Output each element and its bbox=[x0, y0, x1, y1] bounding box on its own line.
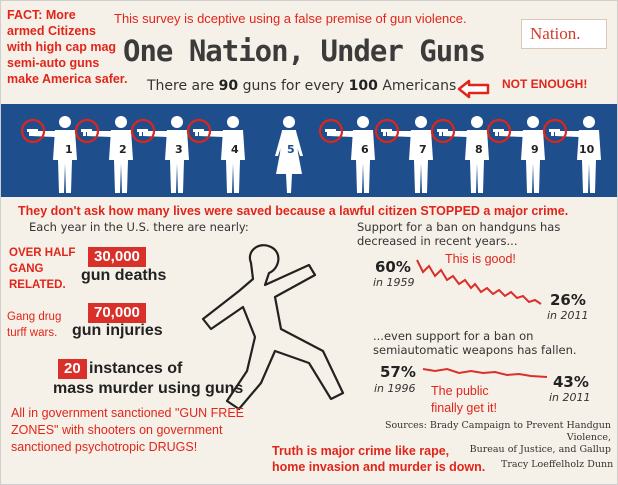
note-line: All in government sanctioned "GUN FREE bbox=[11, 406, 245, 420]
semiauto-start-year: in 1996 bbox=[374, 382, 416, 395]
semiauto-trend-line bbox=[422, 367, 548, 378]
sources-line: Bureau of Justice, and Gallup bbox=[469, 444, 611, 455]
figures-band bbox=[1, 104, 617, 197]
figure-number: 1 bbox=[65, 143, 73, 156]
gun-deaths-value: 30,000 bbox=[88, 247, 146, 267]
note-line: turff wars. bbox=[7, 327, 58, 339]
figure-number: 8 bbox=[475, 143, 483, 156]
subtitle-text: There are bbox=[147, 78, 219, 94]
figure-number: 5 bbox=[287, 143, 295, 156]
mass-murder-label-1: instances of bbox=[89, 360, 183, 377]
fact-line: semi-auto guns bbox=[7, 56, 100, 70]
logo-text: Nation. bbox=[530, 24, 581, 43]
figure-number: 9 bbox=[531, 143, 539, 156]
handgun-start-pct: 60% bbox=[375, 258, 411, 276]
gun-injuries-label: gun injuries bbox=[72, 322, 163, 339]
note-line: Truth is major crime like rape, bbox=[272, 444, 450, 458]
each-year-caption: Each year in the U.S. there are nearly: bbox=[29, 220, 249, 234]
handgun-ban-caption: Support for a ban on handguns has decrea… bbox=[357, 220, 561, 248]
note-line: sanctioned psychotropic DRUGS! bbox=[11, 440, 198, 454]
handgun-note: This is good! bbox=[445, 252, 516, 266]
lives-saved-note: They don't ask how many lives were saved… bbox=[18, 204, 569, 218]
page-title: One Nation, Under Guns bbox=[123, 34, 486, 68]
gun-injuries-value: 70,000 bbox=[88, 303, 146, 323]
americans-number: 100 bbox=[348, 78, 378, 94]
semiauto-start-pct: 57% bbox=[380, 363, 416, 381]
nation-logo: Nation. bbox=[521, 19, 607, 49]
fact-line: make America safer. bbox=[7, 72, 128, 86]
note-line: Gang drug bbox=[7, 311, 62, 323]
handgun-start-year: in 1959 bbox=[373, 276, 415, 289]
mass-murder-value: 20 bbox=[58, 359, 87, 379]
subtitle-text: guns for every bbox=[238, 78, 349, 94]
not-enough-note: NOT ENOUGH! bbox=[502, 77, 588, 91]
semiauto-end-pct: 43% bbox=[553, 373, 589, 391]
gang-related-note: OVER HALF GANG RELATED. bbox=[9, 245, 75, 293]
handgun-end-year: in 2011 bbox=[547, 309, 589, 322]
guns-number: 90 bbox=[218, 78, 239, 94]
semiauto-note-1: The public bbox=[431, 384, 489, 398]
note-line: home invasion and murder is down. bbox=[272, 460, 486, 474]
gun-free-zones-note: All in government sanctioned "GUN FREE Z… bbox=[11, 405, 281, 456]
figure-number: 2 bbox=[119, 143, 127, 156]
figure-number: 10 bbox=[579, 143, 595, 156]
fact-annotation: FACT: More armed Citizens with high cap … bbox=[7, 7, 142, 87]
handgun-trend-line bbox=[416, 259, 542, 305]
subtitle: There are 90 guns for every 100 American… bbox=[147, 78, 456, 94]
survey-note: This survey is dceptive using a false pr… bbox=[114, 11, 467, 26]
author-credit: Tracy Loeffelholz Dunn bbox=[501, 459, 614, 470]
fact-line: with high cap mag bbox=[7, 40, 117, 54]
mass-murder-label-2: mass murder using guns bbox=[53, 380, 244, 397]
note-line: RELATED. bbox=[9, 279, 66, 291]
gun-deaths-label: gun deaths bbox=[81, 267, 167, 284]
semiauto-note-2: finally get it! bbox=[431, 401, 498, 415]
figure-number: 7 bbox=[419, 143, 427, 156]
fact-line: FACT: More bbox=[7, 8, 76, 22]
subtitle-text: Americans bbox=[377, 78, 457, 94]
silhouettes bbox=[20, 116, 601, 193]
left-arrow-icon bbox=[457, 79, 490, 99]
note-line: GANG bbox=[9, 263, 44, 275]
semiauto-ban-caption: ...even support for a ban on semiautomat… bbox=[373, 329, 577, 357]
sources: Sources: Brady Campaign to Prevent Handg… bbox=[371, 420, 611, 456]
figure-number: 3 bbox=[175, 143, 183, 156]
figure-number: 4 bbox=[231, 143, 239, 156]
semiauto-end-year: in 2011 bbox=[549, 391, 591, 404]
note-line: OVER HALF bbox=[9, 247, 76, 259]
note-line: ZONES" with shooters on government bbox=[11, 423, 223, 437]
fact-line: armed Citizens bbox=[7, 24, 96, 38]
handgun-end-pct: 26% bbox=[550, 291, 586, 309]
truth-note: Truth is major crime like rape, home inv… bbox=[272, 443, 485, 475]
sources-line: Sources: Brady Campaign to Prevent Handg… bbox=[384, 420, 611, 443]
gang-drug-note: Gang drug turff wars. bbox=[7, 309, 61, 341]
body-outline-icon bbox=[201, 244, 345, 411]
figure-number: 6 bbox=[361, 143, 369, 156]
